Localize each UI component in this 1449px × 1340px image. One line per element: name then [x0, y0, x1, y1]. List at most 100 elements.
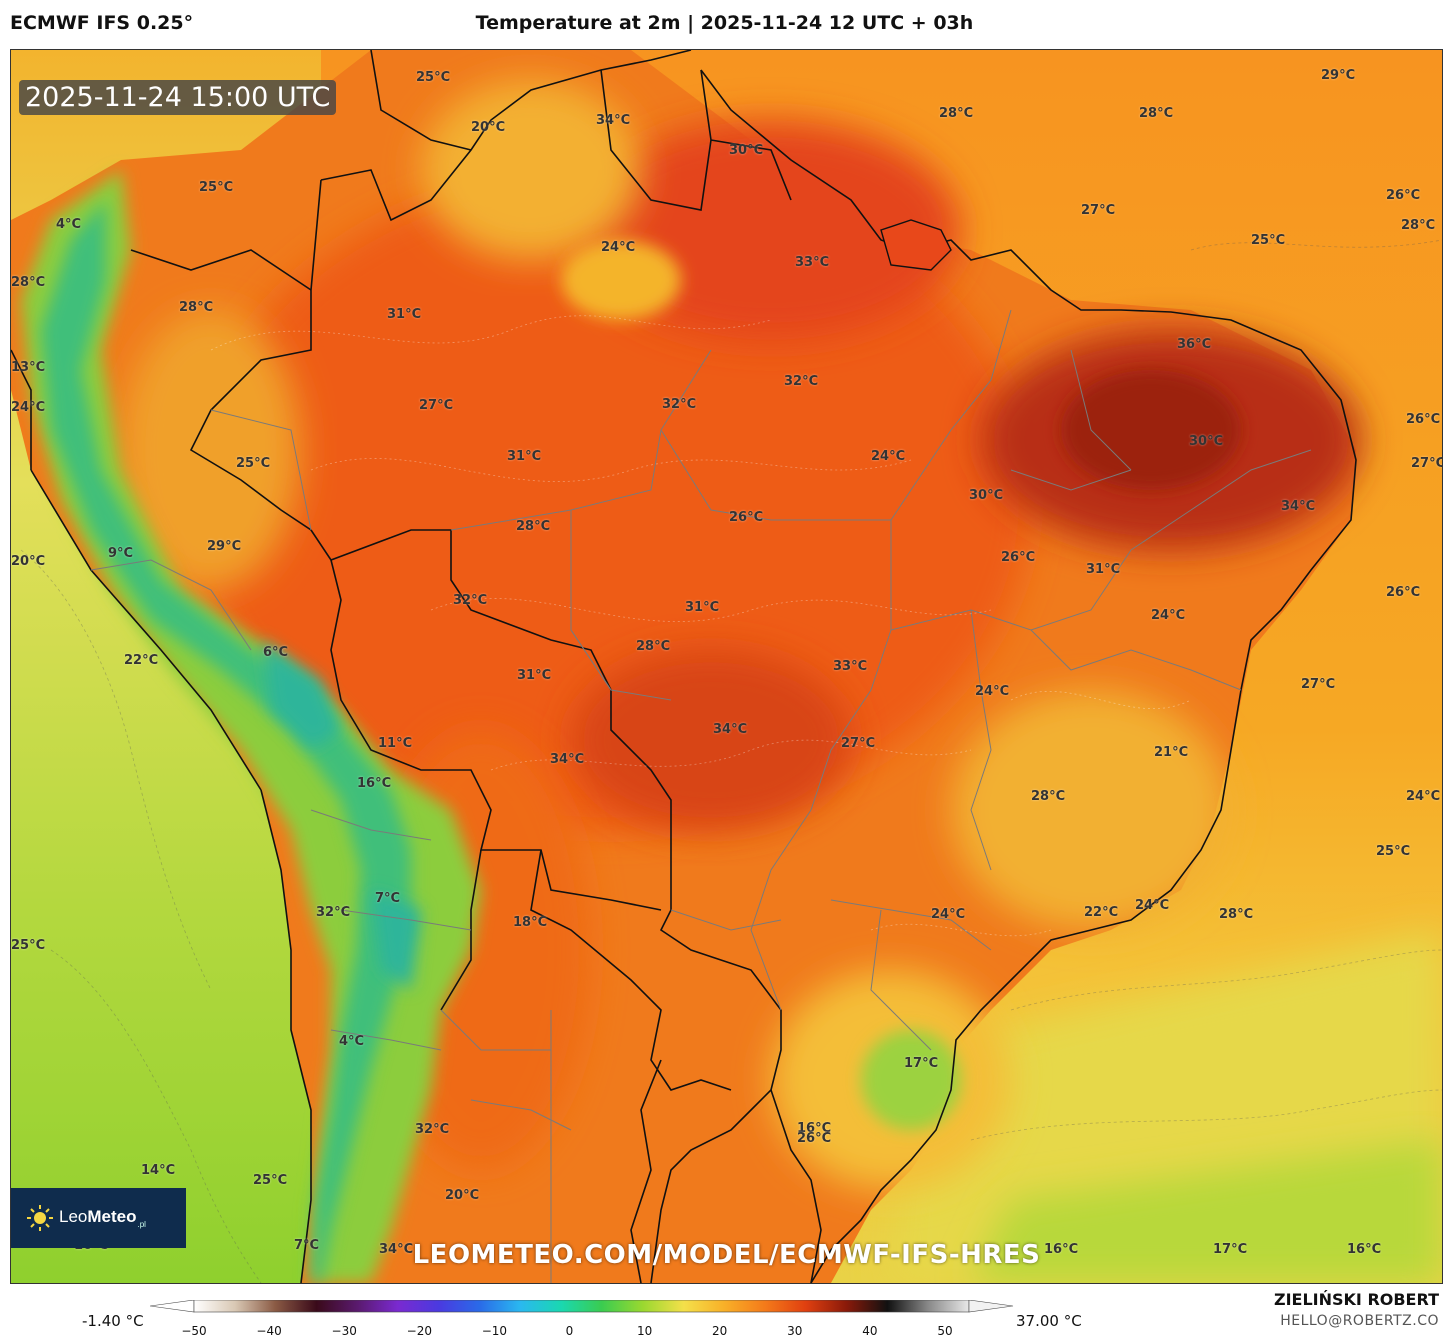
temperature-label: 9°C: [108, 546, 134, 561]
temperature-label: 17°C: [904, 1056, 939, 1071]
temperature-label: 4°C: [56, 217, 82, 232]
temperature-label: 27°C: [1301, 677, 1336, 692]
sun-icon: [27, 1205, 53, 1231]
temperature-label: 22°C: [1084, 905, 1119, 920]
andes-cold: [41, 200, 411, 1283]
colorbar-left-arrow: [150, 1300, 195, 1313]
temperature-label: 32°C: [415, 1122, 450, 1137]
temperature-label: 16°C: [797, 1121, 832, 1136]
colombia-border: [130, 249, 312, 291]
colorbar-bar: [193, 1300, 970, 1313]
temperature-label: 17°C: [1213, 1242, 1248, 1257]
bolivia-border: [330, 559, 662, 911]
peru-coast: [30, 469, 262, 791]
temperature-label: 33°C: [795, 255, 830, 270]
colorbar-tick-label: 30: [787, 1324, 803, 1338]
temperature-map[interactable]: 2025-11-24 15:00 UTC 25°C 20°C 34°C 30°C 29°…: [10, 49, 1443, 1284]
colorbar-tick-label: 50: [937, 1324, 953, 1338]
temperature-label: 28°C: [636, 639, 671, 654]
temperature-label: 16°C: [1347, 1242, 1382, 1257]
author-email[interactable]: HELLO@ROBERTZ.CO: [1280, 1313, 1439, 1329]
watermark-url[interactable]: LEOMETEO.COM/MODEL/ECMWF-IFS-HRES: [412, 1240, 1041, 1270]
temperature-label: 34°C: [550, 752, 585, 767]
brazil-border: [320, 50, 1357, 1283]
temperature-label: 20°C: [471, 120, 506, 135]
temperature-label: 28°C: [939, 106, 974, 121]
temperature-label: 28°C: [516, 519, 551, 534]
temperature-label: 6°C: [263, 645, 289, 660]
temperature-label: 27°C: [1411, 456, 1443, 471]
temperature-label: 20°C: [445, 1188, 480, 1203]
colorbar-tick-label: 0: [565, 1324, 574, 1338]
temperature-label: 27°C: [1081, 203, 1116, 218]
temperature-label: 26°C: [797, 1131, 832, 1146]
colorbar-tick-label: −50: [181, 1324, 207, 1338]
andes-coldest: [261, 640, 421, 990]
colorbar: [150, 1300, 1014, 1313]
temperature-label: 27°C: [419, 398, 454, 413]
temperature-label: 24°C: [1135, 898, 1170, 913]
temperature-label: 26°C: [1386, 188, 1421, 203]
mild-highland-north: [561, 240, 681, 320]
temperature-label: 28°C: [1031, 789, 1066, 804]
temperature-label: 31°C: [387, 307, 422, 322]
temperature-label: 24°C: [11, 400, 46, 415]
temperature-label: 30°C: [729, 143, 764, 158]
temperature-label: 26°C: [1386, 585, 1421, 600]
temperature-label: 32°C: [784, 374, 819, 389]
temperature-label: 26°C: [729, 510, 764, 525]
temperature-label: 24°C: [931, 907, 966, 922]
temperature-label: 18°C: [513, 915, 548, 930]
temperature-label: 25°C: [1376, 844, 1411, 859]
temperature-label: 32°C: [453, 593, 488, 608]
temperature-label: 31°C: [517, 668, 552, 683]
temperature-label: 32°C: [662, 397, 697, 412]
temperature-label: 11°C: [378, 736, 413, 751]
colorbar-tick-label: −20: [406, 1324, 432, 1338]
temperature-label: 4°C: [339, 1034, 365, 1049]
brazil-west-border: [189, 179, 782, 1283]
isotherms: [210, 315, 1192, 937]
temperature-label: 28°C: [179, 300, 214, 315]
colorbar-tick-label: −10: [481, 1324, 508, 1338]
mild-venezuela: [421, 80, 641, 260]
marajo-island: [880, 219, 952, 271]
author-name: ZIELIŃSKI ROBERT: [1273, 1290, 1439, 1309]
temperature-label: 25°C: [1251, 233, 1286, 248]
temperature-label: 16°C: [1044, 1242, 1079, 1257]
temperature-label: 26°C: [1406, 412, 1441, 427]
temperature-label: 26°C: [1001, 550, 1036, 565]
temperature-label: 31°C: [685, 600, 720, 615]
temperature-label: 21°C: [1154, 745, 1189, 760]
temperature-label: 32°C: [316, 905, 351, 920]
logo-suffix: .pl: [137, 1219, 146, 1229]
mild-southeast: [951, 690, 1231, 930]
temperature-label: 7°C: [375, 891, 401, 906]
temperature-label: 31°C: [507, 449, 542, 464]
temperature-label: 29°C: [1321, 68, 1356, 83]
colorbar-min-label: -1.40 °C: [82, 1312, 144, 1330]
temperature-label: 24°C: [1151, 608, 1186, 623]
temperature-label: 28°C: [1139, 106, 1174, 121]
temperature-label: 28°C: [1219, 907, 1254, 922]
temperature-label: 27°C: [841, 736, 876, 751]
temperature-label: 25°C: [11, 938, 46, 953]
temperature-label: 34°C: [713, 722, 748, 737]
temperature-label: 34°C: [1281, 499, 1316, 514]
venezuela-border: [370, 50, 472, 151]
colorbar-max-label: 37.00 °C: [1016, 1312, 1082, 1330]
cool-south: [861, 1030, 961, 1130]
argentina-border: [440, 849, 662, 1283]
colorbar-tick-label: 20: [712, 1324, 728, 1338]
country-borders: [11, 50, 1357, 1283]
leometeo-logo[interactable]: LeoMeteo.pl: [11, 1188, 186, 1248]
colorbar-tick-label: 40: [862, 1324, 878, 1338]
temperature-label: 7°C: [294, 1238, 320, 1253]
temperature-label: 25°C: [253, 1173, 288, 1188]
colorbar-right-arrow: [968, 1300, 1014, 1313]
temperature-label: 30°C: [969, 488, 1004, 503]
logo-meteo: Meteo: [87, 1207, 137, 1227]
temperature-label: 25°C: [416, 70, 451, 85]
temperature-label: 34°C: [596, 113, 631, 128]
temperature-label: 28°C: [1401, 218, 1436, 233]
